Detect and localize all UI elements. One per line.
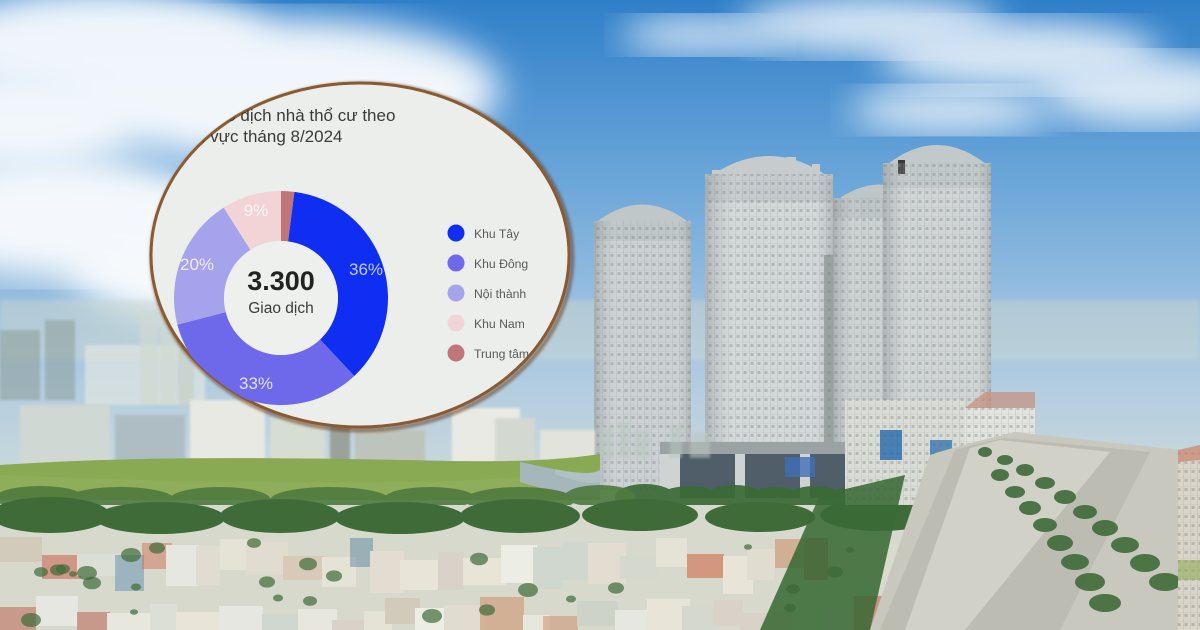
svg-text:Khu Tây: Khu Tây bbox=[474, 227, 520, 241]
svg-text:Khu Đông: Khu Đông bbox=[474, 257, 528, 271]
svg-text:Nội thành: Nội thành bbox=[474, 287, 526, 301]
svg-text:khu vực tháng 8/2024: khu vực tháng 8/2024 bbox=[178, 127, 343, 146]
svg-text:36%: 36% bbox=[349, 260, 383, 279]
svg-text:Trung tâm: Trung tâm bbox=[474, 347, 529, 361]
svg-text:33%: 33% bbox=[239, 374, 273, 393]
svg-text:Giao dịch: Giao dịch bbox=[248, 300, 313, 317]
svg-text:Số giao dịch nhà thổ cư theo: Số giao dịch nhà thổ cư theo bbox=[178, 106, 395, 125]
svg-text:Khu Nam: Khu Nam bbox=[474, 317, 525, 331]
svg-text:20%: 20% bbox=[180, 255, 214, 274]
svg-text:9%: 9% bbox=[244, 201, 269, 220]
svg-text:3.300: 3.300 bbox=[247, 266, 315, 296]
